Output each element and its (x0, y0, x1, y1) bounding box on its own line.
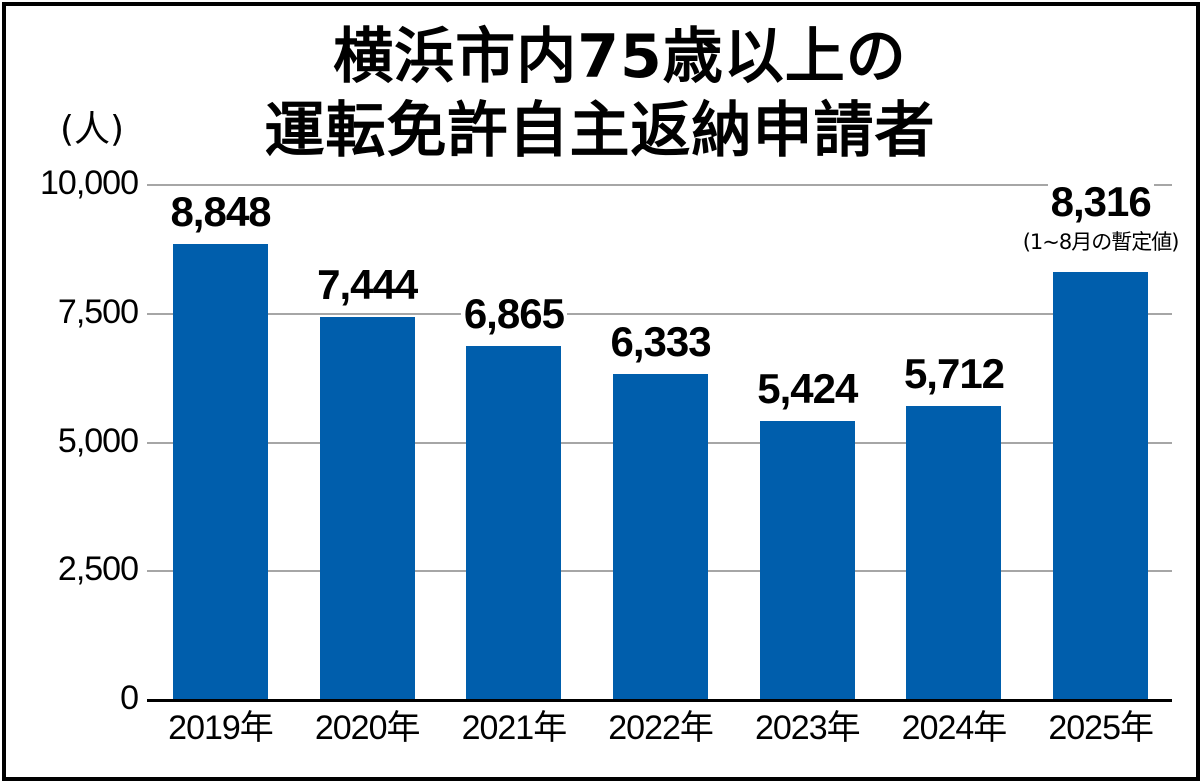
x-axis-baseline (147, 699, 1172, 702)
x-tick-label: 2024年 (901, 709, 1008, 747)
value-label: 5,424 (734, 364, 881, 412)
gridline (147, 312, 1172, 315)
bar-2025年 (1053, 271, 1149, 700)
chart-title-line-1: 横浜市内75歳以上の (333, 22, 907, 92)
provisional-value-note: (1~8月の暫定値) (1022, 229, 1180, 254)
y-tick-label: 10,000 (40, 164, 139, 202)
value-label: 5,712 (881, 349, 1028, 397)
value-label: 7,444 (294, 260, 441, 308)
y-tick-label: 2,500 (57, 550, 139, 589)
bar-2022年 (612, 373, 708, 700)
y-tick-label: 7,500 (57, 292, 139, 331)
chart-title-line-2: 運転免許自主返納申請者 (264, 96, 936, 166)
x-tick-label: 2022年 (608, 709, 714, 747)
x-tick-label: 2021年 (461, 709, 568, 747)
x-tick-label: 2025年 (1048, 709, 1154, 747)
value-label: 8,316 (1027, 177, 1174, 225)
x-tick-label: 2019年 (168, 709, 274, 747)
bar-2020年 (319, 316, 415, 700)
x-tick-label: 2023年 (754, 709, 861, 747)
y-tick-label: 5,000 (57, 421, 139, 460)
bar-2021年 (466, 346, 562, 700)
bar-2023年 (759, 420, 855, 700)
value-label: 8,848 (147, 188, 294, 236)
value-label: 6,333 (587, 317, 734, 365)
gridline (147, 184, 1172, 186)
value-label: 6,865 (440, 290, 587, 338)
y-tick-label: 0 (120, 679, 139, 717)
bar-2019年 (172, 244, 268, 700)
bar-2024年 (906, 405, 1002, 700)
x-tick-label: 2020年 (314, 709, 421, 747)
y-axis-unit-label: (人) (60, 109, 125, 150)
